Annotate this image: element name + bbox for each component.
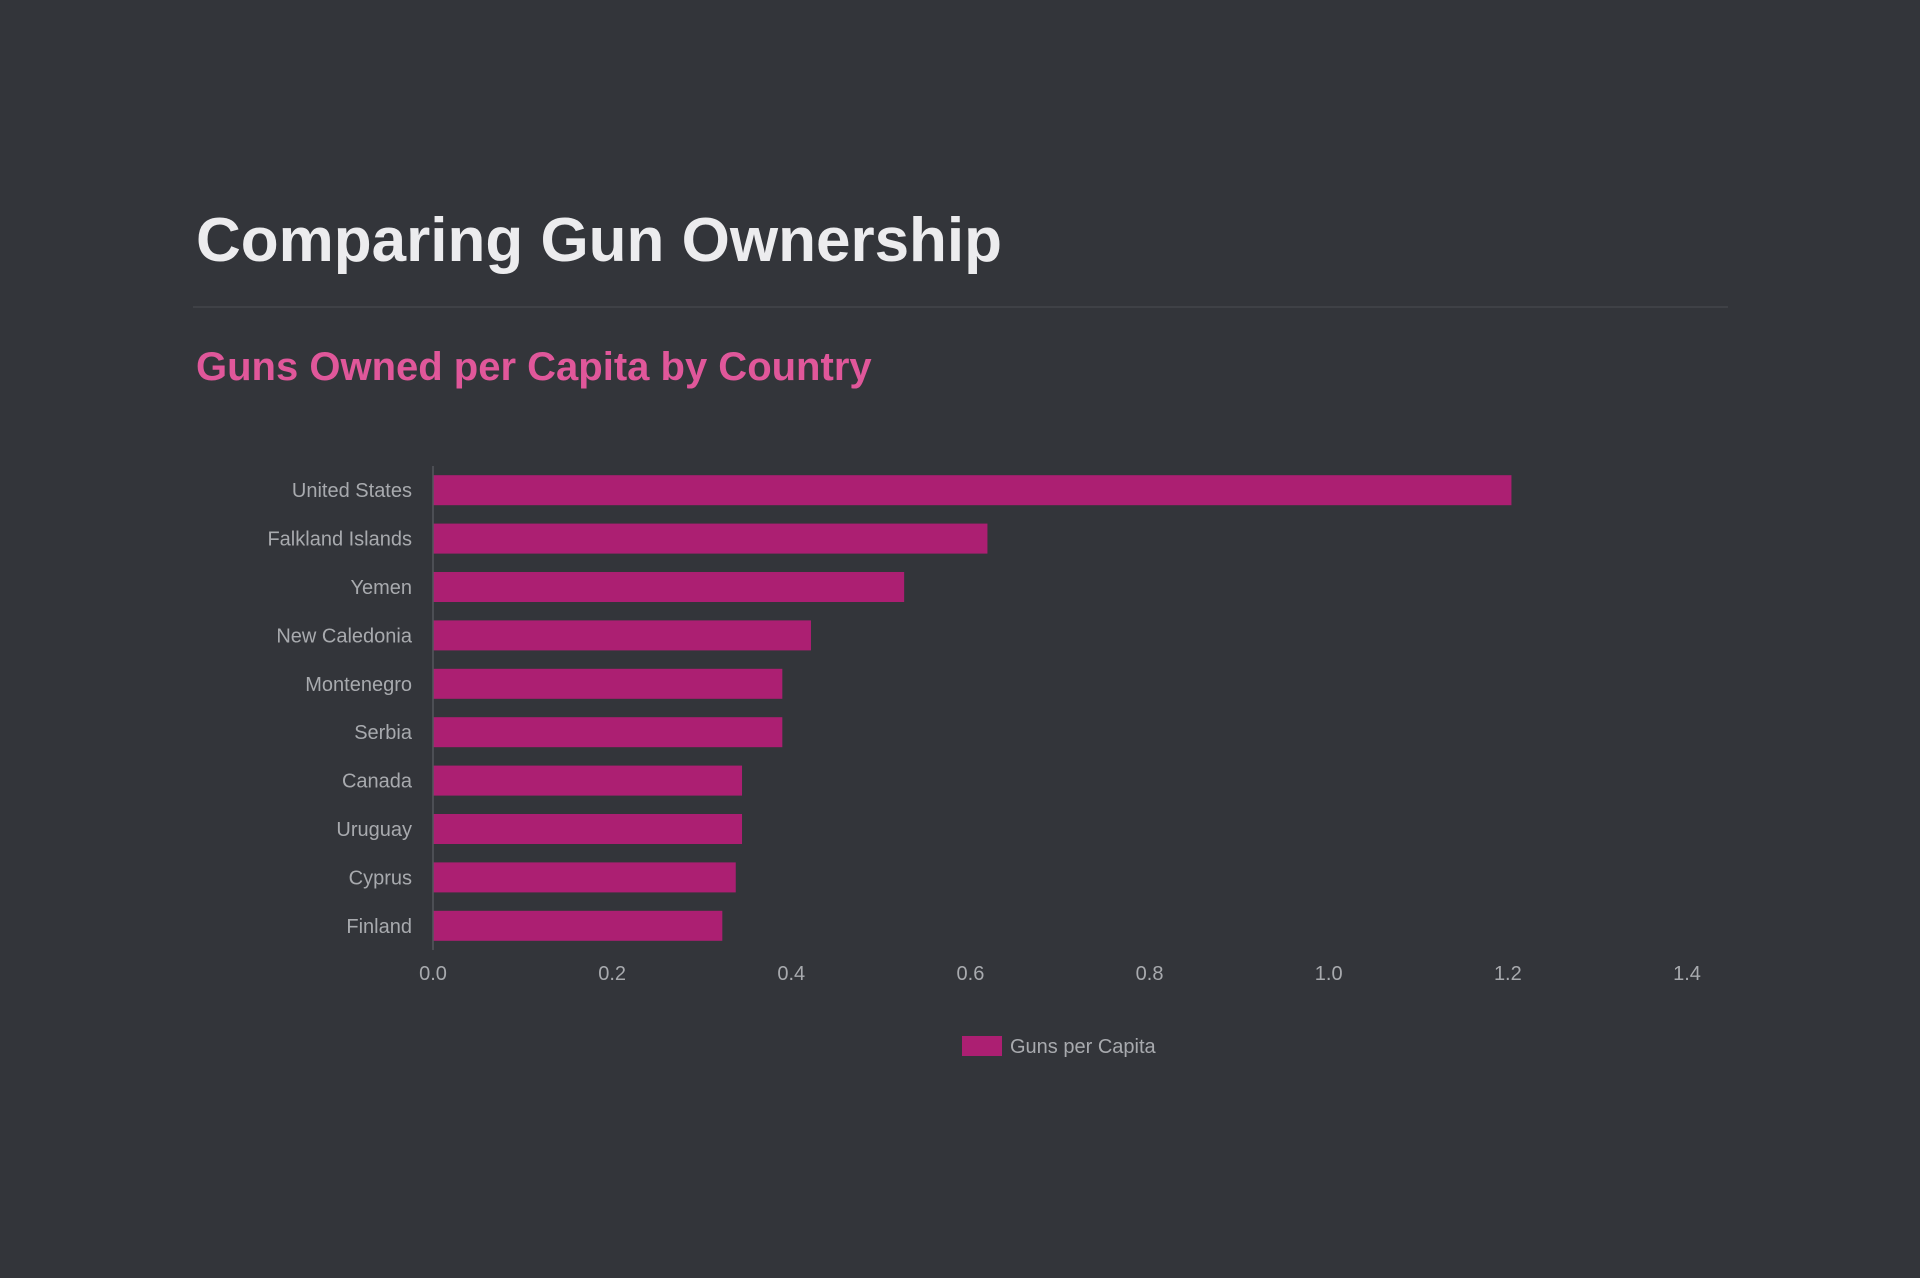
bar-yemen <box>433 572 905 602</box>
category-label-finland: Finland <box>346 916 412 938</box>
bar-finland <box>433 910 723 941</box>
bar-cyprus <box>433 862 736 893</box>
legend-label-guns-per-capita: Guns per Capita <box>1010 1036 1157 1058</box>
chart-subtitle: Guns Owned per Capita by Country <box>196 345 872 389</box>
page-title: Comparing Gun Ownership <box>196 206 1003 275</box>
category-label-montenegro: Montenegro <box>305 674 412 696</box>
category-labels: United States Falkland Islands Yemen New Ca… <box>267 480 412 938</box>
category-label-cyprus: Cyprus <box>349 867 412 889</box>
x-tick-label-4: 0.8 <box>1136 963 1164 985</box>
x-tick-label-7: 1.4 <box>1673 963 1701 985</box>
x-tick-label-0: 0.0 <box>419 963 447 985</box>
legend: Guns per Capita <box>962 1036 1157 1058</box>
category-label-uruguay: Uruguay <box>336 819 412 841</box>
category-label-new-caledonia: New Caledonia <box>276 625 413 647</box>
bar-united-states <box>433 475 1512 506</box>
bar-uruguay <box>433 814 743 844</box>
bar-canada <box>433 765 743 796</box>
category-label-serbia: Serbia <box>354 722 413 744</box>
category-label-falkland-islands: Falkland Islands <box>267 529 412 551</box>
x-tick-label-5: 1.0 <box>1315 963 1343 985</box>
x-tick-label-1: 0.2 <box>598 963 626 985</box>
bar-serbia <box>433 717 783 748</box>
category-label-canada: Canada <box>342 771 413 793</box>
category-label-yemen: Yemen <box>350 577 412 599</box>
bar-new-caledonia <box>433 620 811 651</box>
title-divider <box>193 306 1728 308</box>
bar-montenegro <box>433 668 783 699</box>
bar-falkland-islands <box>433 523 988 554</box>
category-label-united-states: United States <box>292 480 412 502</box>
x-tick-label-3: 0.6 <box>957 963 985 985</box>
x-axis-ticks: 0.0 0.2 0.4 0.6 0.8 1.0 1.2 1.4 <box>419 963 1701 985</box>
bars-layer <box>433 475 1512 941</box>
legend-swatch <box>962 1036 1002 1056</box>
x-tick-label-2: 0.4 <box>777 963 805 985</box>
x-tick-label-6: 1.2 <box>1494 963 1522 985</box>
